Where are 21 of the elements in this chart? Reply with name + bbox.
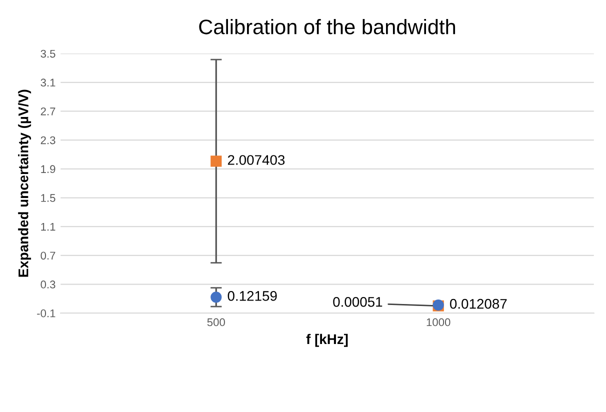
y-tick-label: -0.1 xyxy=(37,309,56,318)
point xyxy=(210,156,222,167)
y-tick-label: 3.1 xyxy=(40,78,56,87)
y-axis-title: Expanded uncertainty (µV/V) xyxy=(18,90,32,277)
y-tick-label: 1.5 xyxy=(41,194,56,202)
data-label: 0.012087 xyxy=(450,298,507,309)
data-label: 0.12159 xyxy=(228,291,277,301)
y-tick-label: 0.7 xyxy=(40,252,56,260)
data-label: 2.007403 xyxy=(228,155,285,165)
chart-title: Calibration of the bandwidth xyxy=(199,19,456,34)
x-axis-title: f [kHz] xyxy=(306,334,348,347)
y-tick-label: 3.5 xyxy=(40,50,56,58)
data-label: 0.00051 xyxy=(333,296,382,307)
x-tick-label: 1000 xyxy=(426,318,450,326)
x-tick-label: 500 xyxy=(207,318,225,326)
y-tick-label: 2.7 xyxy=(40,108,56,116)
point xyxy=(210,292,222,303)
y-tick-label: 1.1 xyxy=(41,222,56,231)
y-tick-label: 0.3 xyxy=(40,280,56,288)
y-tick-label: 2.3 xyxy=(40,136,56,144)
y-tick-label: 1.9 xyxy=(41,165,56,174)
